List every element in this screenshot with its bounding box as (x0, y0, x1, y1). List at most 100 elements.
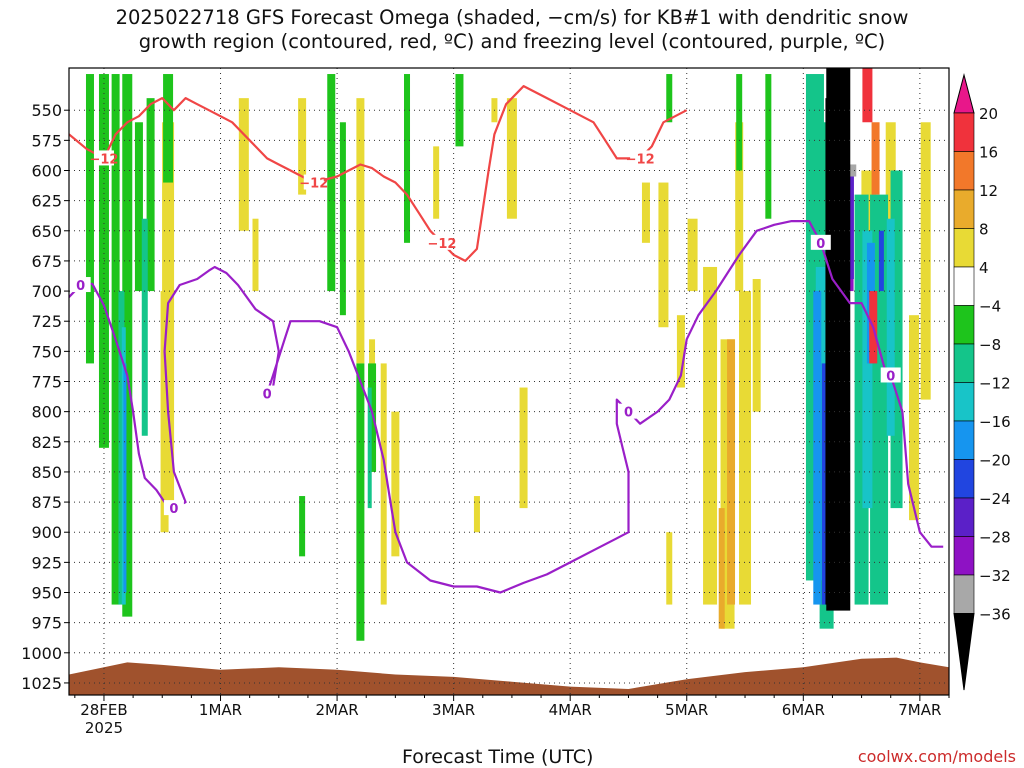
omega-band (765, 74, 772, 219)
y-tick-label: 675 (31, 252, 62, 271)
colorbar-cell (953, 266, 975, 306)
y-tick-label: 925 (31, 553, 62, 572)
colorbar-label: 16 (979, 144, 998, 162)
omega-band (739, 291, 752, 605)
colorbar-cell (953, 305, 975, 345)
colorbar-cell (953, 536, 975, 576)
terrain (69, 657, 949, 695)
chart-title-line-2: growth region (contoured, red, ºC) and f… (138, 30, 886, 53)
y-axis: 550 575 600 625 650 675 700 725 750 775 800 825 850 8… (21, 101, 69, 693)
contour-label-bg (630, 150, 651, 166)
y-tick-label: 825 (31, 433, 62, 452)
contour-label-bg (163, 500, 184, 516)
y-tick-label: 1000 (21, 644, 62, 663)
x-tick-label: 3MAR (432, 701, 475, 719)
dendritic-growth-label: −12 (89, 152, 118, 167)
x-axis-title: Forecast Time (UTC) (402, 746, 594, 768)
omega-band (727, 339, 736, 605)
contour-label-bg (810, 234, 831, 250)
contour-label-bg (303, 174, 324, 190)
omega-band (134, 122, 143, 292)
omega-band (862, 230, 873, 509)
x-tick-label: 2MAR (315, 701, 358, 719)
y-tick-label: 950 (31, 584, 62, 603)
y-tick-label: 625 (31, 192, 62, 211)
y-tick-label: 650 (31, 222, 62, 241)
dendritic-growth-label: −12 (299, 177, 328, 192)
y-tick-label: 750 (31, 342, 62, 361)
x-tick-label: 1MAR (199, 701, 242, 719)
colorbar-label: 8 (979, 221, 989, 239)
colorbar-cell (953, 189, 975, 229)
colorbar-cell (953, 228, 975, 268)
omega-band (299, 496, 306, 557)
omega-band (813, 291, 822, 605)
freezing-level-contour (69, 220, 944, 594)
freezing-level-label: 0 (169, 502, 178, 517)
contour-label-bg (431, 234, 452, 250)
contour-label-bg (880, 367, 901, 383)
omega-band (380, 363, 387, 605)
contours: 0 0 0 0 0 0 −12 −12 −12 −12 (69, 85, 944, 594)
colorbar-label: −32 (979, 567, 1011, 585)
colorbar-label: −16 (979, 413, 1011, 431)
colorbar-label: −4 (979, 298, 1001, 316)
colorbar-cell (953, 112, 975, 152)
omega-band (146, 98, 155, 292)
omega-band (666, 532, 673, 605)
colorbar-label: −12 (979, 375, 1011, 393)
freezing-level-label: 0 (263, 388, 272, 403)
freezing-level-label: 0 (76, 279, 85, 294)
y-tick-label: 800 (31, 403, 62, 422)
y-tick-label: 600 (31, 161, 62, 180)
omega-band (752, 279, 761, 412)
omega-band (368, 363, 377, 472)
x-tick-sublabel: 2025 (85, 719, 123, 737)
colorbar-label: 20 (979, 105, 998, 123)
omega-band (718, 508, 725, 629)
y-tick-label: 775 (31, 373, 62, 392)
omega-band (356, 98, 365, 364)
omega-band (506, 98, 517, 219)
omega-band (703, 266, 718, 605)
omega-band (298, 98, 307, 195)
omega-band (391, 411, 400, 557)
credit-link[interactable]: coolwx.com/models (857, 747, 1016, 766)
omega-band (123, 363, 127, 593)
y-tick-label: 550 (31, 101, 62, 120)
omega-band (886, 218, 895, 436)
y-tick-label: 875 (31, 493, 62, 512)
omega-band (118, 291, 125, 605)
terrain-fill (69, 657, 949, 695)
freezing-level-label: 0 (624, 406, 633, 421)
colorbar-label: −28 (979, 529, 1011, 547)
omega-band (339, 122, 346, 316)
omega-band (735, 122, 744, 292)
grid (69, 68, 949, 695)
y-tick-label: 700 (31, 282, 62, 301)
contour-label-bg (257, 385, 278, 401)
omega-band (473, 496, 480, 533)
x-tick-label: 5MAR (665, 701, 708, 719)
colorbar-cell (953, 574, 975, 614)
chart-title: 2025022718 GFS Forecast Omega (shaded, −… (0, 6, 1024, 54)
omega-band (141, 218, 148, 436)
omega-band (356, 363, 365, 641)
omega-band (252, 218, 259, 292)
freezing-level-label: 0 (816, 237, 825, 252)
y-tick-label: 1025 (21, 674, 62, 693)
omega-band (238, 98, 249, 231)
colorbar-label: 4 (979, 259, 989, 277)
omega-band (825, 98, 840, 605)
colorbar-label: −20 (979, 452, 1011, 470)
omega-band (98, 74, 109, 448)
dendritic-growth-label: −12 (427, 237, 456, 252)
colorbar-cell (953, 459, 975, 499)
contour-label-bg (618, 403, 639, 419)
colorbar-cell (953, 382, 975, 422)
colorbar-label: −8 (979, 336, 1001, 354)
omega-band (920, 122, 931, 400)
freezing-level-label: 0 (886, 369, 895, 384)
